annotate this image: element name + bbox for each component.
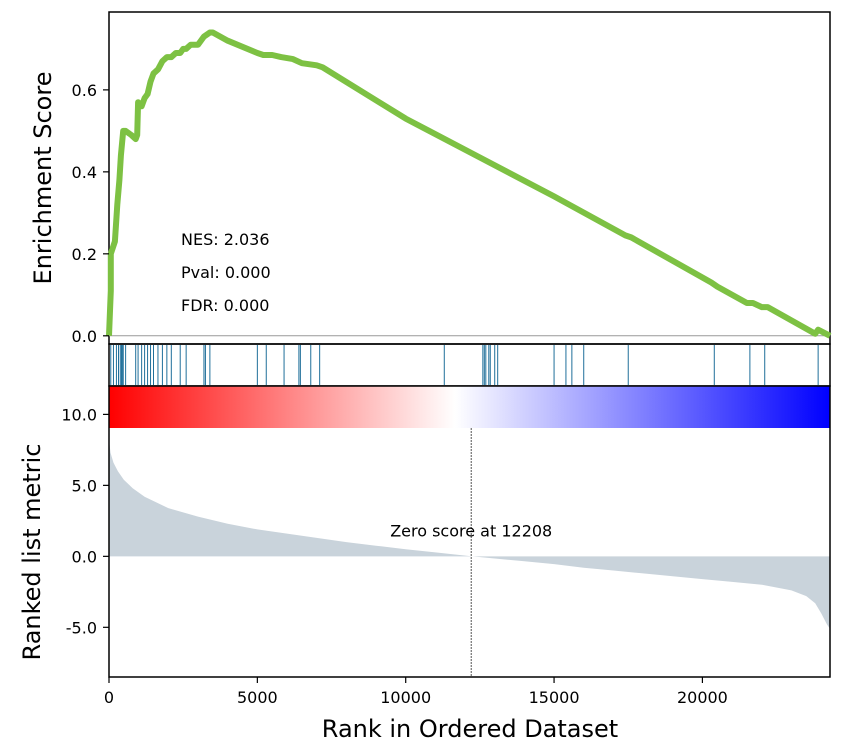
es-ytick-label: 0.4 [72, 163, 97, 182]
es-ytick-label: 0.0 [72, 327, 97, 346]
x-tick-label: 5000 [237, 688, 278, 707]
gene-hits-panel [108, 343, 831, 387]
rank-ytick-label: -5.0 [66, 618, 97, 637]
rank-ytick-label: 5.0 [72, 476, 97, 495]
rank-ytick-label: 10.0 [61, 405, 97, 424]
es-nes-text: NES: 2.036 [181, 230, 270, 249]
es-curve-line [106, 29, 832, 339]
es-ytick-label: 0.6 [72, 81, 97, 100]
ranked-metric-area [109, 439, 830, 629]
hits-panel-frame [108, 343, 831, 387]
es-panel-frame [108, 11, 831, 345]
x-tick-label: 0 [104, 688, 114, 707]
zero-score-label: Zero score at 12208 [390, 521, 552, 540]
x-tick-label: 10000 [380, 688, 431, 707]
rank-ytick-label: 0.0 [72, 547, 97, 566]
x-tick-label: 20000 [677, 688, 728, 707]
x-axis-label: Rank in Ordered Dataset [322, 715, 618, 743]
rank-heatmap-bar [109, 386, 830, 428]
ranked-metric-panel: Zero score at 12208 10.0 5.0 0.0 -5.0 Ranke… [18, 385, 831, 678]
rank-ylabel: Ranked list metric [18, 444, 46, 661]
es-fdr-text: FDR: 0.000 [181, 296, 269, 315]
enrichment-score-panel: 0.0 0.2 0.4 0.6 NES: 2.036 Pval: 0.000 FDR:… [29, 11, 832, 346]
es-pval-text: Pval: 0.000 [181, 263, 271, 282]
rank-panel-frame [108, 385, 831, 678]
es-ylabel: Enrichment Score [29, 72, 57, 285]
x-axis: 0 5000 10000 15000 20000 [104, 677, 728, 707]
x-tick-label: 15000 [529, 688, 580, 707]
es-ytick-label: 0.2 [72, 245, 97, 264]
